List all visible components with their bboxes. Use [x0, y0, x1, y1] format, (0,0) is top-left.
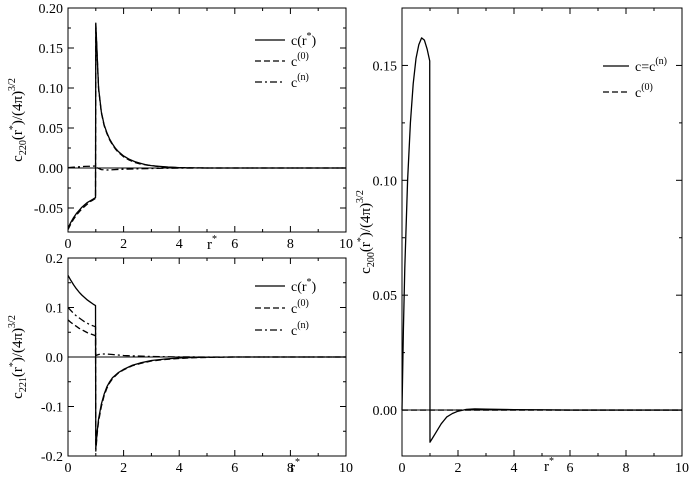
y-tick-label: 0.15 [39, 42, 64, 57]
x-tick-label: 8 [287, 237, 294, 252]
x-axis-label: r* [207, 234, 217, 253]
x-tick-label: 2 [120, 237, 127, 252]
series-line-c200-0 [401, 37, 682, 443]
chart-c220: 0 2 4 6 8 10 -0.05 0.00 0.05 0.10 0.15 0.20 r* c220(r… [7, 2, 353, 253]
y-tick-label: -0.1 [41, 401, 63, 416]
x-tick-label: 0 [65, 461, 72, 476]
legend-label-2: c(n) [291, 72, 309, 91]
x-tick-label: 10 [675, 461, 689, 476]
legend-label-1: c(0) [291, 51, 309, 70]
series-line-c221-1 [67, 319, 346, 452]
y-tick-label: 0.05 [39, 122, 64, 137]
y-tick-label: -0.05 [34, 202, 63, 217]
x-tick-label: 6 [231, 237, 238, 252]
x-tick-label: 0 [65, 237, 72, 252]
x-tick-label: 2 [120, 461, 127, 476]
x-tick-label: 0 [399, 461, 406, 476]
y-tick-label: 0.20 [39, 2, 64, 17]
y-tick-label: 0.10 [39, 82, 64, 97]
y-tick-label: 0.00 [373, 404, 398, 419]
x-axis-label: r* [544, 456, 554, 475]
x-tick-label: 6 [231, 461, 238, 476]
x-axis-label: r* [290, 457, 300, 476]
legend-label-0: c(r*) [291, 31, 317, 49]
plot-frame [401, 7, 683, 457]
x-tick-label: 6 [567, 461, 574, 476]
x-tick-label: 10 [339, 237, 353, 252]
y-axis-label: c200(r*)/(4π)3/2 [355, 190, 377, 274]
x-tick-label: 8 [287, 461, 294, 476]
legend-label-0: c(r*) [291, 277, 317, 295]
series-line-c220-2 [67, 165, 346, 171]
x-tick-label: 4 [176, 461, 183, 476]
x-tick-label: 4 [176, 237, 183, 252]
chart-c200: 0 2 4 6 8 10 0.00 0.05 0.10 0.15 r* c200(r*)/(4π)3/… [355, 7, 689, 476]
legend-label-1: c(0) [635, 82, 653, 101]
x-tick-label: 2 [455, 461, 462, 476]
x-tick-label: 8 [623, 461, 630, 476]
y-tick-label: 0.00 [39, 162, 64, 177]
chart-c221: 0 2 4 6 8 10 -0.2 -0.1 0.0 0.1 0.2 r* c221(r*)/(4π)3… [7, 252, 353, 476]
y-tick-label: 0.1 [46, 302, 64, 317]
y-tick-label: 0.15 [373, 59, 398, 74]
y-axis-label: c221(r*)/(4π)3/2 [7, 315, 29, 399]
y-tick-label: -0.2 [41, 450, 63, 465]
x-tick-label: 10 [339, 461, 353, 476]
legend-label-0: c=c(n) [635, 56, 667, 75]
legend-label-2: c(n) [291, 320, 309, 339]
y-tick-label: 0.0 [46, 351, 64, 366]
legend-label-1: c(0) [291, 298, 309, 317]
y-tick-label: 0.2 [46, 252, 64, 267]
y-tick-label: 0.10 [373, 174, 398, 189]
x-tick-label: 4 [511, 461, 518, 476]
y-tick-label: 0.05 [373, 289, 398, 304]
series-line-c221-2 [67, 307, 346, 358]
y-axis-label: c220(r*)/(4π)3/2 [7, 78, 29, 162]
